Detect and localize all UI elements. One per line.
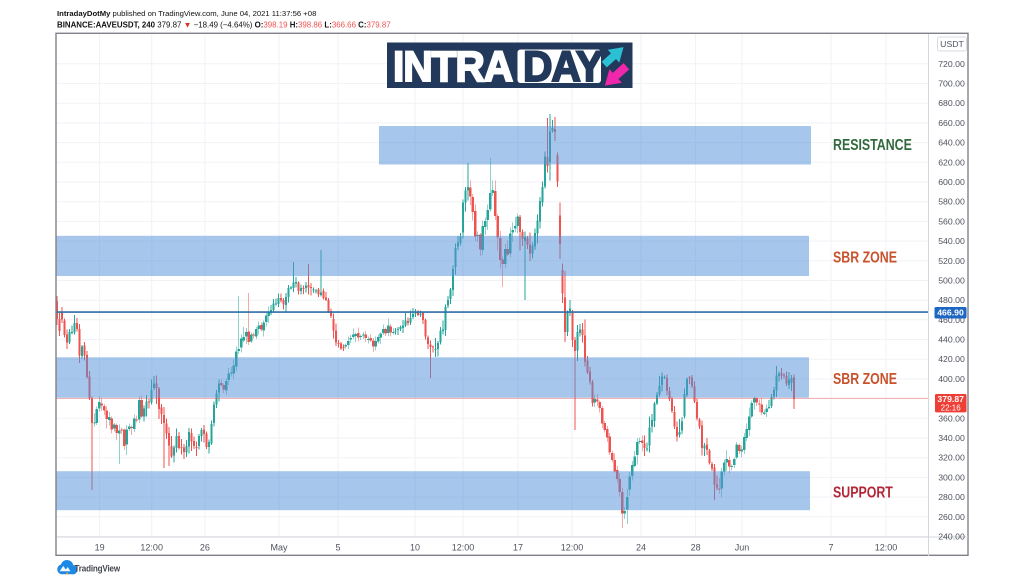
svg-text:22:16: 22:16: [941, 403, 962, 412]
svg-text:400.00: 400.00: [938, 374, 965, 384]
svg-text:7: 7: [828, 543, 833, 553]
svg-text:19: 19: [95, 543, 105, 553]
svg-text:500.00: 500.00: [938, 276, 965, 286]
svg-text:Jun: Jun: [735, 543, 750, 553]
svg-text:12:00: 12:00: [561, 543, 584, 553]
svg-text:17: 17: [513, 543, 523, 553]
svg-text:IntradayDotMy published on Tra: IntradayDotMy published on TradingView.c…: [57, 9, 316, 18]
svg-text:12:00: 12:00: [140, 543, 163, 553]
svg-text:460.00: 460.00: [938, 315, 965, 325]
svg-text:280.00: 280.00: [938, 492, 965, 502]
svg-text:320.00: 320.00: [938, 453, 965, 463]
svg-text:340.00: 340.00: [938, 433, 965, 443]
svg-text:420.00: 420.00: [938, 354, 965, 364]
svg-text:12:00: 12:00: [452, 543, 475, 553]
svg-text:440.00: 440.00: [938, 335, 965, 345]
svg-text:10: 10: [410, 543, 420, 553]
svg-text:640.00: 640.00: [938, 138, 965, 148]
svg-text:12:00: 12:00: [875, 543, 898, 553]
svg-text:680.00: 680.00: [938, 98, 965, 108]
svg-text:DAY: DAY: [523, 42, 603, 90]
svg-text:5: 5: [335, 543, 340, 553]
svg-text:260.00: 260.00: [938, 512, 965, 522]
svg-text:466.90: 466.90: [937, 308, 964, 318]
svg-text:24: 24: [636, 543, 646, 553]
svg-text:720.00: 720.00: [938, 59, 965, 69]
svg-text:300.00: 300.00: [938, 472, 965, 482]
svg-text:540.00: 540.00: [938, 236, 965, 246]
svg-text:USDT: USDT: [940, 39, 964, 49]
svg-text:RESISTANCE: RESISTANCE: [833, 136, 912, 154]
svg-text:May: May: [270, 543, 288, 553]
svg-text:560.00: 560.00: [938, 216, 965, 226]
svg-text:SUPPORT: SUPPORT: [833, 483, 893, 501]
svg-text:620.00: 620.00: [938, 157, 965, 167]
svg-text:BINANCE:AAVEUSDT, 240 379.87: BINANCE:AAVEUSDT, 240 379.87 ▼ −18.49 (−…: [57, 20, 391, 29]
svg-text:240.00: 240.00: [938, 532, 965, 542]
svg-text:600.00: 600.00: [938, 177, 965, 187]
svg-text:360.00: 360.00: [938, 413, 965, 423]
svg-text:520.00: 520.00: [938, 256, 965, 266]
svg-text:SBR ZONE: SBR ZONE: [833, 248, 897, 266]
svg-text:480.00: 480.00: [938, 295, 965, 305]
svg-text:28: 28: [691, 543, 701, 553]
svg-text:TradingView: TradingView: [75, 563, 121, 574]
svg-text:INTRA: INTRA: [393, 42, 513, 90]
svg-text:SBR ZONE: SBR ZONE: [833, 370, 897, 388]
svg-text:700.00: 700.00: [938, 79, 965, 89]
svg-text:26: 26: [200, 543, 210, 553]
svg-text:660.00: 660.00: [938, 118, 965, 128]
svg-text:580.00: 580.00: [938, 197, 965, 207]
svg-text:379.87: 379.87: [937, 394, 964, 404]
